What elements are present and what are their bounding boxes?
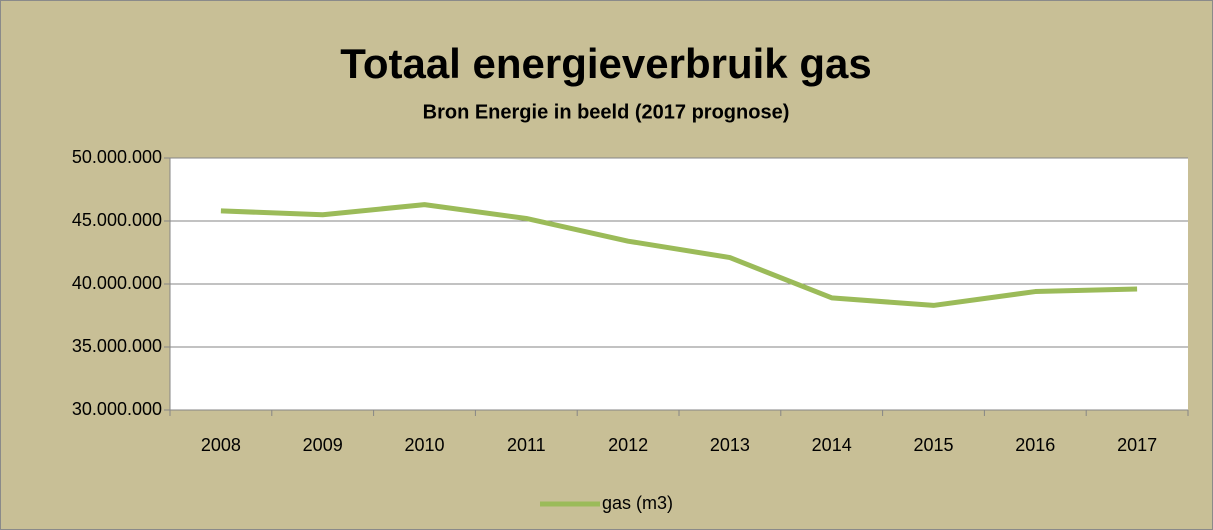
x-tick-label: 2016 xyxy=(1015,435,1055,455)
x-tick-label: 2015 xyxy=(913,435,953,455)
x-tick-label: 2011 xyxy=(507,435,546,455)
x-tick-label: 2009 xyxy=(303,435,343,455)
line-series xyxy=(220,202,1138,308)
y-tick-label: 40.000.000 xyxy=(72,273,162,293)
x-tick-label: 2010 xyxy=(404,435,444,455)
x-tick-label: 2008 xyxy=(201,435,241,455)
chart-subtitle: Bron Energie in beeld (2017 prognose) xyxy=(423,101,790,123)
y-tick-label: 45.000.000 xyxy=(72,210,162,230)
legend-label: gas (m3) xyxy=(602,493,673,513)
y-tick-label: 50.000.000 xyxy=(72,147,162,167)
y-tick-label: 30.000.000 xyxy=(72,399,162,419)
x-tick-label: 2017 xyxy=(1117,435,1157,455)
x-tick-label: 2012 xyxy=(608,435,648,455)
x-tick-label: 2014 xyxy=(812,435,852,455)
x-tick-label: 2013 xyxy=(710,435,750,455)
y-tick-label: 35.000.000 xyxy=(72,336,162,356)
chart-title: Totaal energieverbruik gas xyxy=(340,40,871,87)
